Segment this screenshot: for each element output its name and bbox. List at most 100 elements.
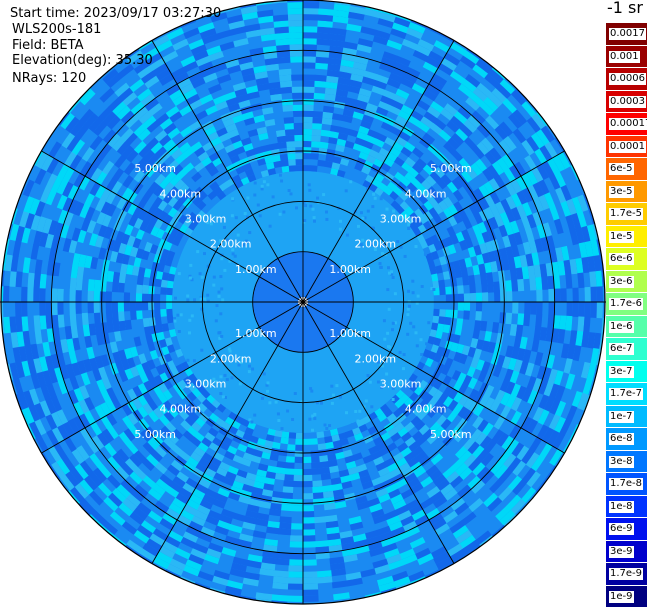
range-gate-cell <box>111 301 118 312</box>
speckle-cell <box>256 203 260 207</box>
range-gate-cell <box>457 372 467 384</box>
range-gate-cell <box>69 313 77 327</box>
range-gate-cell <box>224 535 240 546</box>
range-gate-cell <box>232 140 244 150</box>
range-gate-cell <box>147 341 156 352</box>
range-gate-cell <box>67 490 81 505</box>
range-gate-cell <box>499 121 513 137</box>
range-gate-cell <box>291 505 303 512</box>
range-gate-cell <box>271 594 288 602</box>
range-gate-cell <box>449 475 464 489</box>
range-gate-cell <box>288 26 304 33</box>
range-gate-cell <box>303 8 319 15</box>
range-gate-cell <box>33 230 43 246</box>
range-gate-cell <box>263 51 278 60</box>
range-gate-cell <box>66 135 81 152</box>
range-gate-cell <box>347 128 359 138</box>
range-gate-cell <box>407 477 421 489</box>
range-gate-cell <box>230 134 242 144</box>
range-gate-cell <box>121 358 131 371</box>
range-gate-cell <box>120 479 135 494</box>
range-gate-cell <box>207 131 220 142</box>
range-gate-cell <box>475 302 483 312</box>
range-gate-cell <box>180 419 192 431</box>
range-gate-cell <box>19 210 30 228</box>
range-gate-cell <box>260 169 270 178</box>
range-gate-cell <box>477 370 488 383</box>
range-gate-cell <box>338 71 352 80</box>
range-gate-cell <box>79 204 90 219</box>
range-gate-cell <box>178 183 190 195</box>
range-gate-cell <box>68 350 78 364</box>
colorbar-level-label: 1e-6 <box>609 320 634 333</box>
range-gate-cell <box>227 465 239 475</box>
speckle-cell <box>237 363 241 367</box>
range-gate-cell <box>474 320 482 331</box>
range-gate-cell <box>521 187 534 203</box>
range-gate-cell <box>432 474 447 487</box>
range-gate-cell <box>390 28 407 40</box>
range-gate-cell <box>390 432 402 443</box>
range-gate-cell <box>352 452 363 461</box>
range-gate-cell <box>448 204 459 216</box>
range-gate-cell <box>444 357 454 368</box>
range-gate-cell <box>15 301 22 318</box>
range-gate-cell <box>137 197 148 210</box>
colorbar-swatch: 1.7e-8 <box>606 472 647 495</box>
range-gate-cell <box>311 462 321 469</box>
range-gate-cell <box>395 14 412 23</box>
range-gate-cell <box>475 311 482 322</box>
range-gate-cell <box>68 199 79 214</box>
colorbar-swatch: 0.0017 <box>606 22 647 45</box>
range-gate-cell <box>578 242 588 259</box>
range-gate-cell <box>210 136 222 147</box>
range-gate-cell <box>16 330 25 347</box>
speckle-cell <box>380 385 384 389</box>
range-gate-cell <box>449 426 461 439</box>
range-gate-cell <box>370 450 382 461</box>
range-gate-cell <box>303 50 317 57</box>
range-gate-cell <box>177 379 188 390</box>
range-gate-cell <box>111 181 123 195</box>
range-gate-cell <box>156 39 173 53</box>
speckle-cell <box>415 301 419 305</box>
range-gate-cell <box>438 129 452 143</box>
range-gate-cell <box>392 22 409 34</box>
range-gate-cell <box>547 314 555 329</box>
range-gate-cell <box>555 247 564 263</box>
speckle-cell <box>406 332 410 336</box>
range-gate-cell <box>456 530 473 544</box>
range-gate-cell <box>165 569 181 578</box>
range-gate-cell <box>190 451 203 463</box>
range-gate-cell <box>480 470 495 485</box>
range-ring-label: 2.00km <box>355 352 397 365</box>
range-gate-cell <box>525 253 534 267</box>
range-gate-cell <box>401 161 413 173</box>
range-gate-cell <box>487 497 503 512</box>
range-gate-cell <box>114 82 130 97</box>
range-gate-cell <box>282 104 294 112</box>
range-gate-cell <box>303 116 314 124</box>
range-gate-cell <box>442 158 455 171</box>
range-gate-cell <box>453 111 468 125</box>
range-gate-cell <box>222 476 235 487</box>
speckle-cell <box>371 226 375 230</box>
range-gate-cell <box>161 345 170 356</box>
range-gate-cell <box>191 387 202 398</box>
range-gate-cell <box>546 235 556 251</box>
range-gate-cell <box>227 491 241 502</box>
range-gate-cell <box>302 438 311 445</box>
range-gate-cell <box>152 407 164 419</box>
range-gate-cell <box>317 159 326 167</box>
range-gate-cell <box>221 508 235 519</box>
range-gate-cell <box>150 449 163 463</box>
speckle-cell <box>315 401 319 405</box>
range-gate-cell <box>422 132 436 145</box>
range-gate-cell <box>470 162 483 176</box>
range-gate-cell <box>507 357 517 371</box>
range-gate-cell <box>48 141 62 158</box>
range-gate-cell <box>390 526 406 538</box>
range-gate-cell <box>57 379 68 395</box>
range-gate-cell <box>484 331 492 343</box>
range-ring-label: 5.00km <box>134 162 176 175</box>
